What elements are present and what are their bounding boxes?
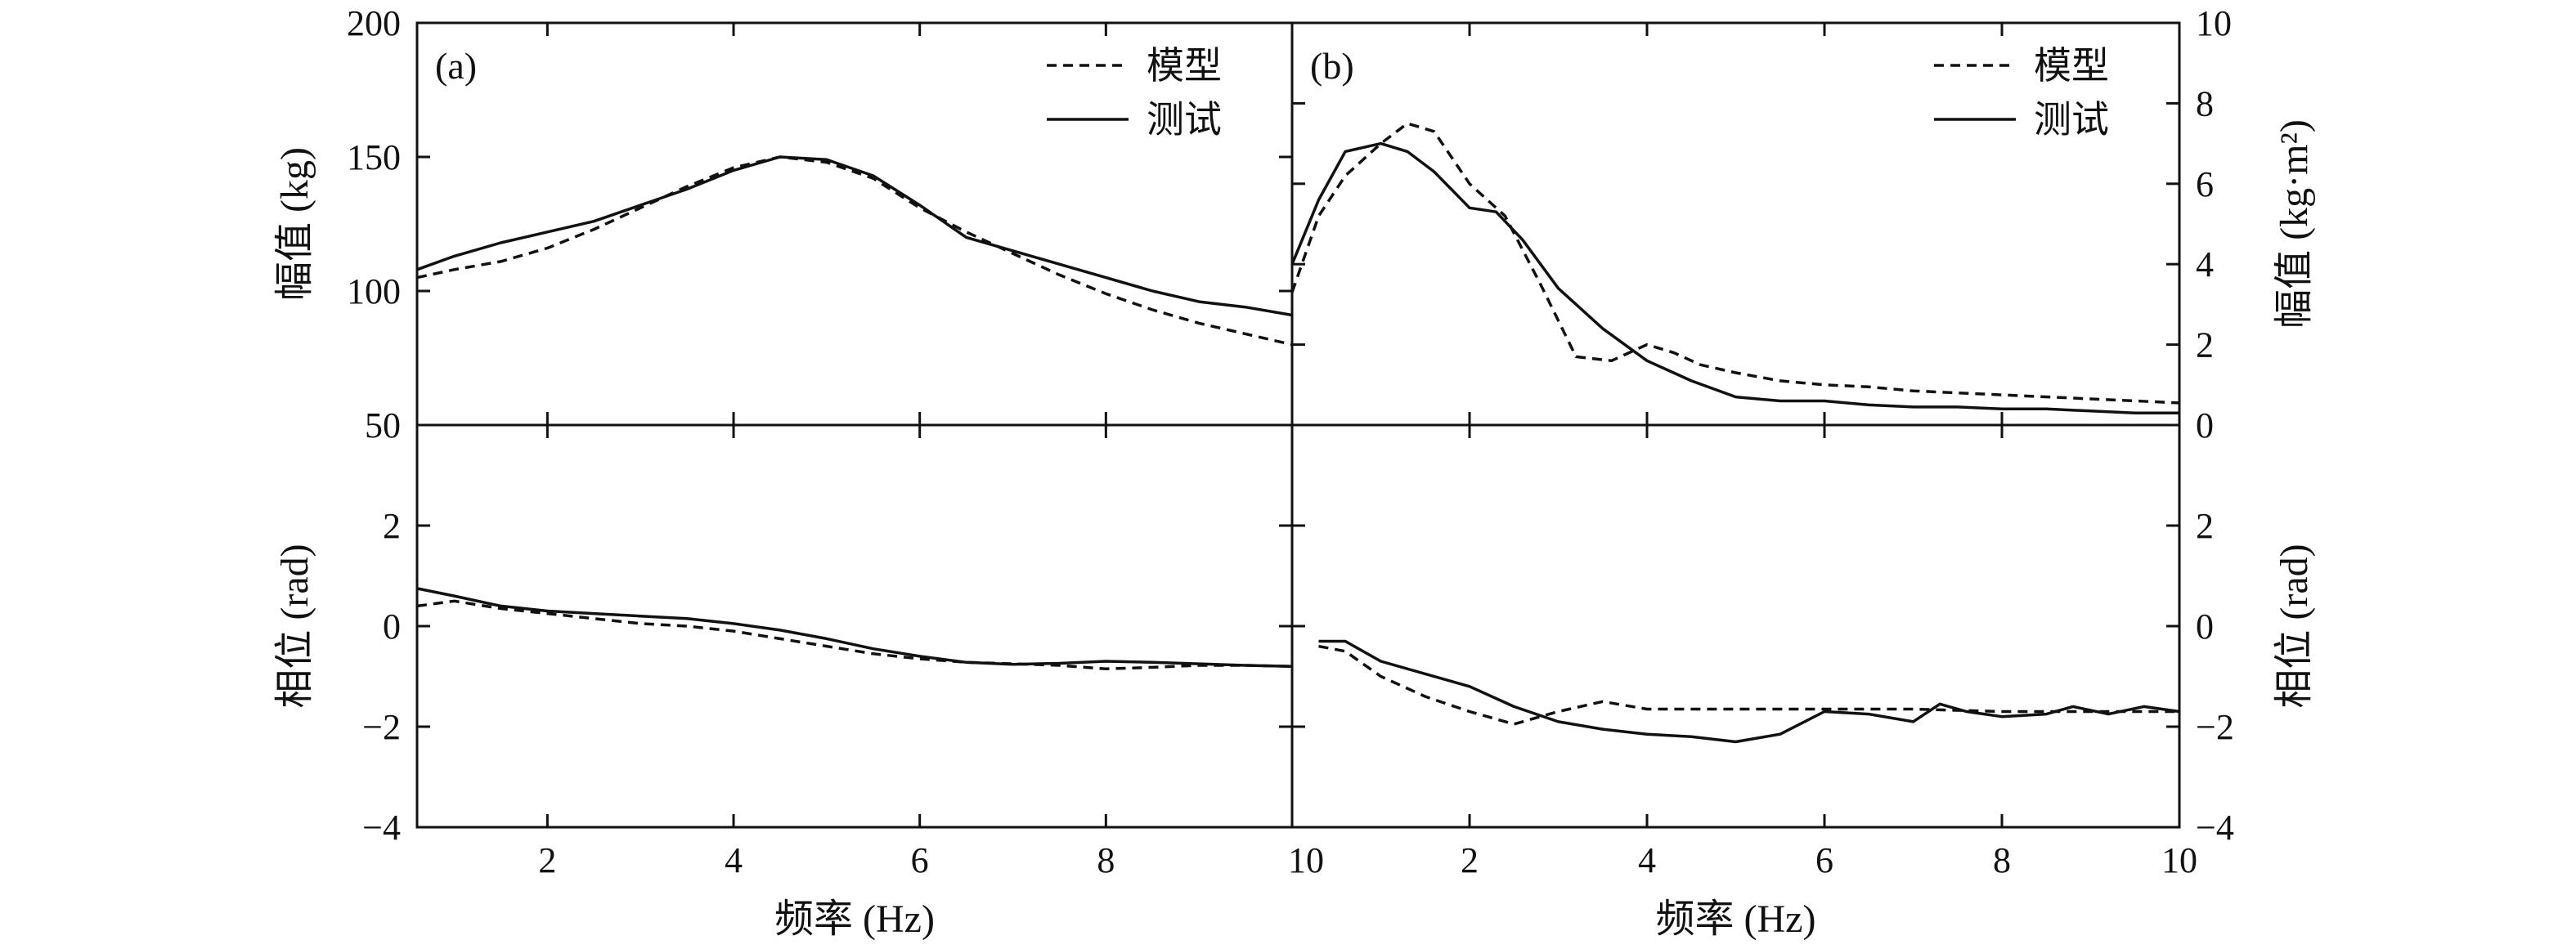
x-tick-label: 10 [2161, 840, 2197, 880]
y-tick-label: −4 [2196, 808, 2234, 848]
y-axis-label: 相位 (rad) [273, 544, 316, 708]
y-axis-label: 幅值 (kg·m²) [2273, 119, 2316, 329]
x-tick-label: 4 [1638, 840, 1656, 880]
series-line-a-magnitude-test [416, 155, 1293, 317]
legend-label-test: 测试 [2034, 99, 2109, 141]
y-tick-label: 150 [347, 137, 401, 177]
y-tick-label: 4 [2196, 244, 2214, 284]
series-line-b-magnitude-test [1290, 141, 2179, 414]
y-tick-label: 0 [2196, 607, 2214, 647]
legend-label-model: 模型 [1147, 45, 1222, 87]
y-tick-label: 200 [347, 3, 401, 43]
y-tick-label: 2 [2196, 325, 2214, 365]
x-tick-label: 2 [538, 840, 556, 880]
y-tick-label: 10 [2196, 3, 2232, 43]
y-tick-label: −2 [2196, 707, 2234, 747]
x-tick-label: 8 [1993, 840, 2011, 880]
series-line-b-magnitude-model [1290, 122, 2180, 405]
panel-label: (a) [435, 45, 477, 87]
y-axis-label: 相位 (rad) [2273, 544, 2316, 708]
y-tick-label: −4 [362, 808, 401, 848]
y-tick-label: 0 [383, 607, 401, 647]
legend-label-model: 模型 [2034, 45, 2109, 87]
x-tick-label: 4 [725, 840, 743, 880]
series-line-a-magnitude-model [416, 155, 1293, 347]
x-tick-label: 6 [911, 840, 929, 880]
series-line-a-phase-test [416, 587, 1293, 668]
x-tick-label: 6 [1815, 840, 1833, 880]
series-line-a-phase-model [416, 599, 1293, 671]
y-tick-label: 0 [2196, 405, 2214, 445]
y-tick-label: 8 [2196, 83, 2214, 123]
y-tick-label: 2 [2196, 506, 2214, 546]
panel-label: (b) [1310, 45, 1354, 87]
series-line-b-phase-model [1318, 644, 2179, 726]
y-tick-label: −2 [362, 707, 401, 747]
x-axis-label: 频率 (Hz) [1656, 898, 1816, 941]
panel-b-phase-frame [1290, 423, 2181, 829]
panel-a-phase-frame [415, 423, 1294, 829]
y-tick-label: 6 [2196, 164, 2214, 204]
y-tick-label: 50 [365, 405, 401, 445]
x-tick-label: 8 [1097, 840, 1115, 880]
series-line-b-phase-test [1318, 639, 2180, 744]
x-tick-label: 2 [1461, 840, 1479, 880]
y-axis-label: 幅值 (kg) [273, 147, 316, 301]
legend-label-test: 测试 [1147, 99, 1222, 141]
x-tick-label: 10 [1288, 840, 1324, 880]
y-tick-label: 100 [347, 271, 401, 311]
y-tick-label: 2 [383, 506, 401, 546]
x-axis-label: 频率 (Hz) [774, 898, 935, 941]
